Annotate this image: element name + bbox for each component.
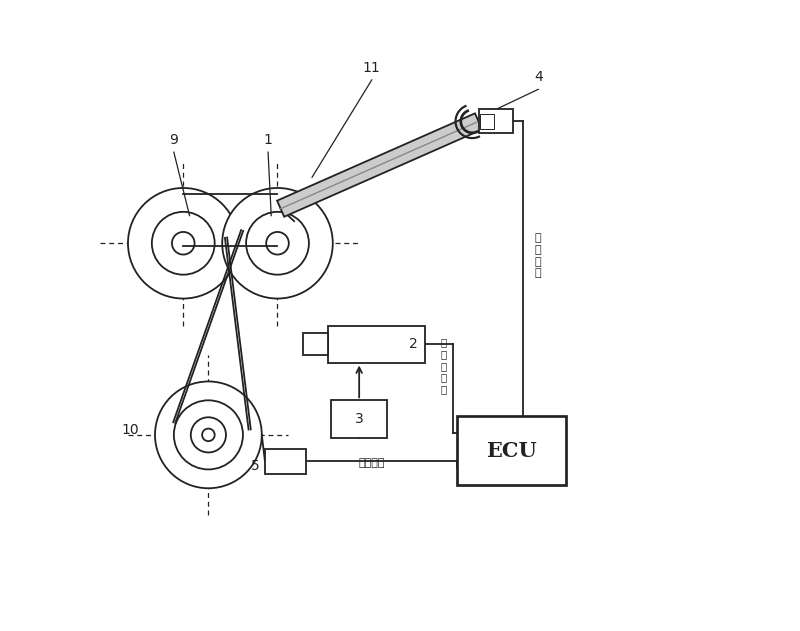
Text: 5: 5 bbox=[251, 459, 260, 473]
Circle shape bbox=[174, 400, 243, 469]
Polygon shape bbox=[277, 114, 482, 217]
Circle shape bbox=[222, 188, 333, 298]
Bar bbox=[480, 114, 494, 129]
Circle shape bbox=[152, 212, 214, 274]
Text: 1: 1 bbox=[264, 133, 273, 147]
Text: 调
节
器
信
号: 调 节 器 信 号 bbox=[441, 338, 447, 394]
Bar bbox=[265, 449, 306, 474]
Bar bbox=[478, 109, 513, 133]
Circle shape bbox=[246, 212, 309, 274]
Circle shape bbox=[266, 232, 289, 254]
Circle shape bbox=[155, 382, 262, 488]
Text: 控
制
指
令: 控 制 指 令 bbox=[535, 233, 542, 278]
Bar bbox=[302, 333, 328, 355]
Circle shape bbox=[202, 428, 214, 441]
Text: 9: 9 bbox=[170, 133, 178, 147]
Text: 测量信号: 测量信号 bbox=[358, 458, 385, 468]
Text: ECU: ECU bbox=[486, 440, 537, 461]
Circle shape bbox=[172, 232, 194, 254]
Text: 10: 10 bbox=[121, 423, 138, 437]
Text: 2: 2 bbox=[410, 338, 418, 351]
Text: 4: 4 bbox=[534, 70, 542, 85]
Circle shape bbox=[191, 417, 226, 452]
Circle shape bbox=[128, 188, 238, 298]
Bar bbox=[331, 400, 387, 438]
Bar bbox=[457, 416, 566, 485]
Text: 3: 3 bbox=[354, 412, 363, 426]
Bar bbox=[328, 326, 425, 363]
Text: 11: 11 bbox=[363, 61, 381, 75]
